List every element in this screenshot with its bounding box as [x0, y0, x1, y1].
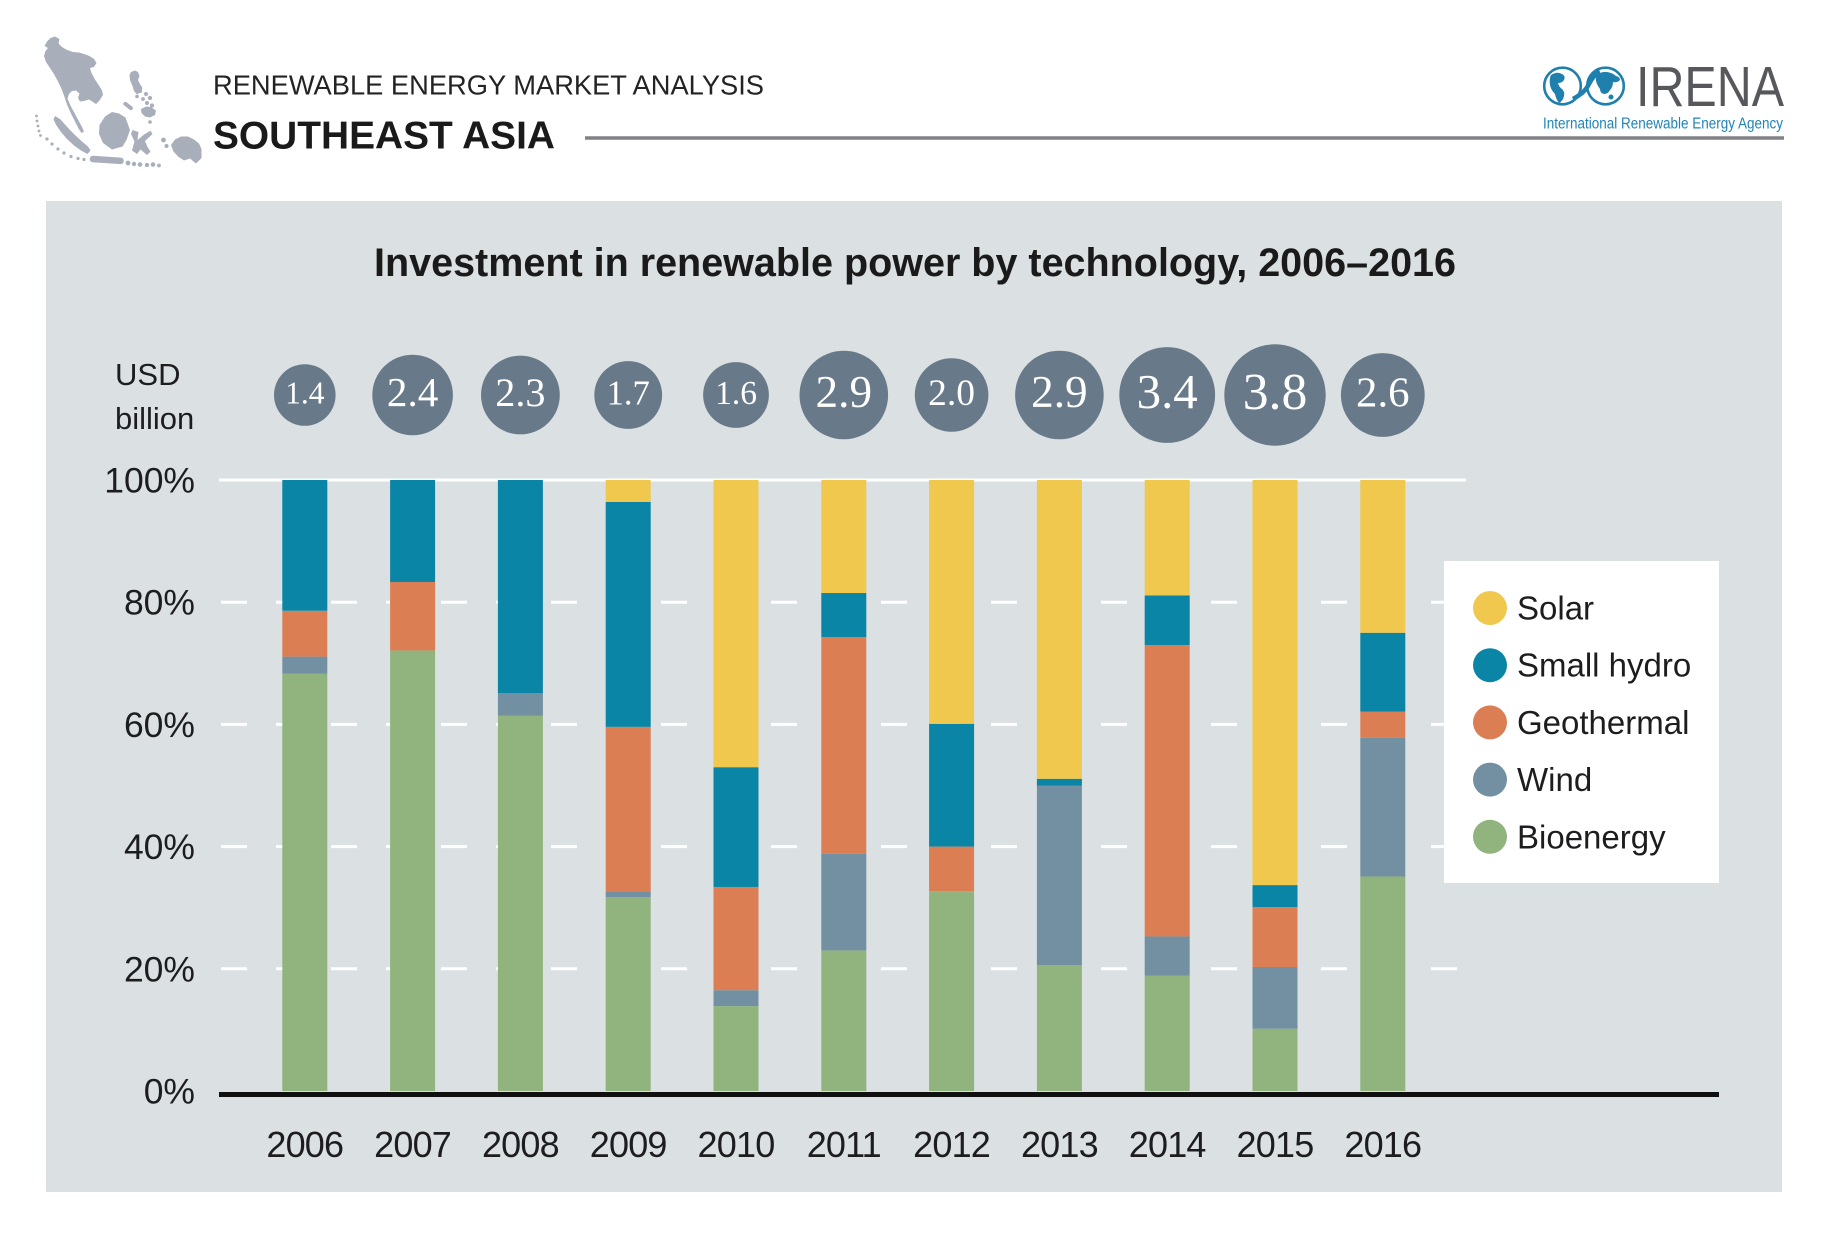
svg-text:40%: 40%	[124, 827, 195, 867]
svg-text:2.3: 2.3	[495, 370, 545, 415]
svg-text:2.4: 2.4	[387, 369, 438, 415]
svg-text:Wind: Wind	[1517, 761, 1592, 798]
svg-text:60%: 60%	[124, 705, 195, 745]
svg-text:80%: 80%	[124, 583, 195, 623]
svg-text:Geothermal: Geothermal	[1517, 704, 1689, 741]
svg-text:USD: USD	[115, 357, 180, 392]
svg-text:1.4: 1.4	[285, 376, 325, 411]
svg-text:2014: 2014	[1129, 1124, 1206, 1165]
svg-text:Solar: Solar	[1517, 590, 1594, 627]
svg-text:2011: 2011	[807, 1124, 881, 1165]
svg-text:Bioenergy: Bioenergy	[1517, 818, 1666, 855]
svg-text:3.4: 3.4	[1137, 364, 1198, 419]
svg-text:0%: 0%	[144, 1072, 195, 1112]
svg-text:20%: 20%	[124, 949, 195, 989]
svg-text:RENEWABLE ENERGY MARKET ANALYS: RENEWABLE ENERGY MARKET ANALYSIS	[213, 70, 764, 101]
svg-text:2008: 2008	[482, 1124, 559, 1165]
svg-text:1.7: 1.7	[607, 374, 650, 412]
svg-text:2013: 2013	[1021, 1124, 1098, 1165]
svg-text:2007: 2007	[374, 1124, 451, 1165]
svg-text:2016: 2016	[1344, 1124, 1421, 1165]
svg-text:3.8: 3.8	[1243, 364, 1308, 421]
svg-text:2012: 2012	[913, 1124, 990, 1165]
svg-text:2015: 2015	[1237, 1124, 1314, 1165]
svg-text:Small hydro: Small hydro	[1517, 647, 1691, 684]
svg-text:2009: 2009	[590, 1124, 667, 1165]
svg-text:International Renewable Energy: International Renewable Energy Agency	[1543, 116, 1783, 133]
svg-text:1.6: 1.6	[715, 375, 757, 412]
svg-text:SOUTHEAST ASIA: SOUTHEAST ASIA	[213, 115, 555, 158]
svg-text:IRENA: IRENA	[1636, 55, 1784, 119]
svg-text:Investment in renewable power: Investment in renewable power by technol…	[374, 241, 1456, 285]
svg-text:2.6: 2.6	[1356, 370, 1410, 417]
svg-text:2006: 2006	[266, 1124, 343, 1165]
svg-text:2.9: 2.9	[816, 367, 872, 417]
svg-text:100%: 100%	[104, 461, 195, 501]
svg-text:billion: billion	[115, 401, 194, 436]
svg-text:2.9: 2.9	[1031, 367, 1087, 417]
svg-text:2.0: 2.0	[928, 373, 975, 414]
svg-text:2010: 2010	[698, 1124, 775, 1165]
